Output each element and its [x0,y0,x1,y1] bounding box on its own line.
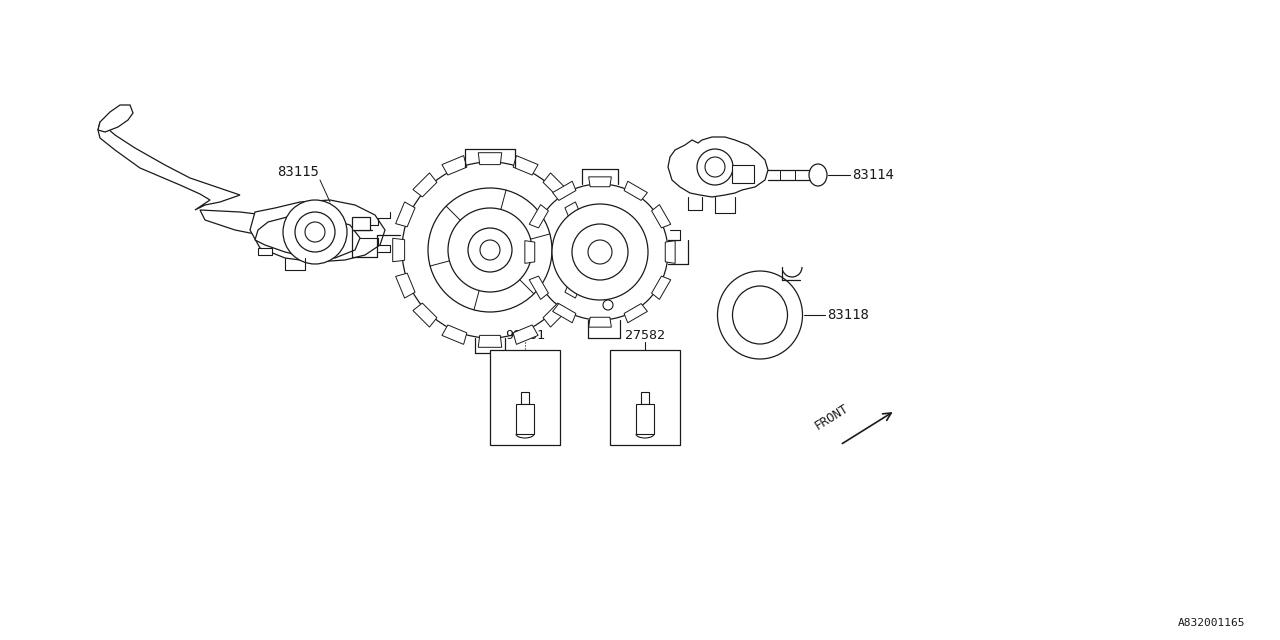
Polygon shape [564,202,585,227]
Bar [490,350,561,445]
Circle shape [402,162,579,338]
Polygon shape [396,273,415,298]
Polygon shape [521,392,529,404]
Text: FRONT: FRONT [813,402,851,433]
Polygon shape [543,303,567,327]
Polygon shape [553,181,576,200]
Polygon shape [625,303,648,323]
Circle shape [283,200,347,264]
Polygon shape [543,173,567,197]
Bar [611,350,680,445]
Polygon shape [413,173,436,197]
Text: 83114: 83114 [852,168,893,182]
Circle shape [603,300,613,310]
Text: 83115: 83115 [276,165,319,179]
Polygon shape [668,137,768,197]
Polygon shape [393,238,404,262]
Polygon shape [255,215,360,258]
Circle shape [572,224,628,280]
Circle shape [588,240,612,264]
Circle shape [532,184,668,320]
Polygon shape [513,325,538,344]
Circle shape [448,208,532,292]
Polygon shape [666,241,675,263]
Circle shape [428,188,552,312]
Ellipse shape [732,286,787,344]
Polygon shape [553,303,576,323]
Text: 27582: 27582 [625,328,666,342]
Circle shape [294,212,335,252]
Polygon shape [636,404,654,434]
Polygon shape [525,241,535,263]
Polygon shape [652,205,671,228]
Polygon shape [396,202,415,227]
Polygon shape [589,177,612,187]
Text: 98261: 98261 [506,328,545,342]
Polygon shape [652,276,671,300]
Circle shape [468,228,512,272]
Polygon shape [99,105,133,132]
Circle shape [705,157,724,177]
Polygon shape [442,156,467,175]
Polygon shape [413,303,436,327]
Polygon shape [200,210,294,235]
Polygon shape [625,181,648,200]
Circle shape [480,240,500,260]
Polygon shape [479,335,502,348]
Circle shape [305,222,325,242]
Bar [732,165,754,183]
Polygon shape [516,404,534,434]
Ellipse shape [718,271,803,359]
Polygon shape [513,156,538,175]
Polygon shape [442,325,467,344]
Polygon shape [529,276,548,300]
Polygon shape [259,248,273,255]
Polygon shape [99,122,241,210]
Polygon shape [589,317,612,327]
Circle shape [698,149,733,185]
Polygon shape [564,273,585,298]
Ellipse shape [809,164,827,186]
Text: NS: NS [517,362,532,374]
Text: <GREASE>: <GREASE> [620,430,669,440]
Polygon shape [576,238,588,262]
Polygon shape [641,392,649,404]
Polygon shape [250,200,385,262]
Polygon shape [479,153,502,164]
Text: NS: NS [637,362,653,374]
Circle shape [552,204,648,300]
Polygon shape [529,205,548,228]
Polygon shape [352,217,370,230]
Text: <GREASE>: <GREASE> [500,430,550,440]
Text: A832001165: A832001165 [1178,618,1245,628]
Text: 83118: 83118 [827,308,869,322]
